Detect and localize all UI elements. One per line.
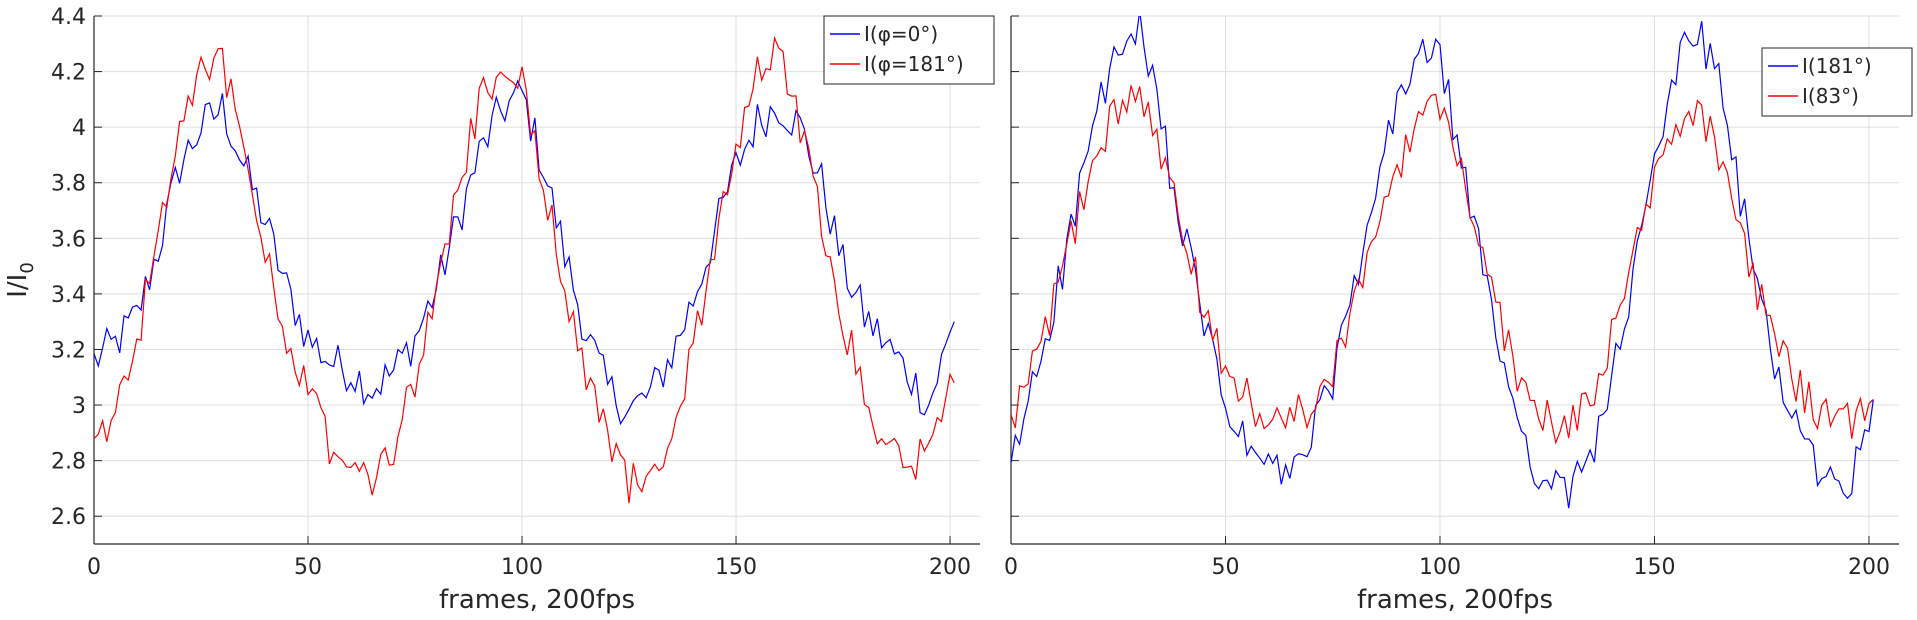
- x-axis-label: frames, 200fps: [1357, 585, 1553, 615]
- right-chart: 0 50 100 150 200 frames, 200fps I(181°) I(83°): [1004, 15, 1913, 615]
- legend-box: [823, 15, 995, 85]
- x-tick-label: 0: [1004, 555, 1018, 580]
- series-line-blue: [1011, 16, 1874, 509]
- y-tick-label: 2.6: [51, 505, 86, 530]
- y-axis-label: I/I0: [3, 262, 38, 298]
- x-tick-label: 50: [294, 555, 322, 580]
- x-tick-label: 200: [1848, 555, 1890, 580]
- legend-entry: I(83°): [1802, 84, 1859, 108]
- x-axis-label: frames, 200fps: [439, 585, 635, 615]
- legend-entry: I(181°): [1802, 54, 1872, 78]
- x-tick-label: 100: [501, 555, 543, 580]
- x-tick-label: 100: [1419, 555, 1461, 580]
- x-tick-label: 150: [715, 555, 757, 580]
- legend-box: [1761, 47, 1913, 117]
- left-chart: 0 50 100 150 200 2.6 2.8 3 3.2 3.4 3.6 3.8 4 4.2 4.4 fr…: [3, 5, 995, 615]
- y-tick-label: 3.8: [51, 172, 86, 197]
- legend-entry: I(φ=181°): [864, 52, 964, 76]
- x-tick-label: 0: [87, 555, 101, 580]
- y-tick-label: 3.4: [51, 283, 86, 308]
- x-tick-label: 200: [929, 555, 971, 580]
- legend: I(φ=0°) I(φ=181°): [823, 15, 995, 85]
- y-tick-label: 3.6: [51, 227, 86, 252]
- y-tick-label: 3.2: [51, 338, 86, 363]
- y-tick-label: 2.8: [51, 450, 86, 475]
- x-tick-label: 50: [1211, 555, 1239, 580]
- legend: I(181°) I(83°): [1761, 47, 1913, 117]
- y-tick-label: 3: [72, 394, 86, 419]
- legend-entry: I(φ=0°): [864, 22, 938, 46]
- y-tick-label: 4.2: [51, 61, 86, 86]
- y-tick-label: 4.4: [51, 5, 86, 30]
- series-line-red: [1011, 85, 1874, 445]
- grid: [1010, 15, 1899, 544]
- grid: [93, 15, 980, 544]
- y-tick-label: 4: [72, 116, 86, 141]
- series-line-red: [94, 35, 955, 504]
- x-tick-label: 150: [1633, 555, 1675, 580]
